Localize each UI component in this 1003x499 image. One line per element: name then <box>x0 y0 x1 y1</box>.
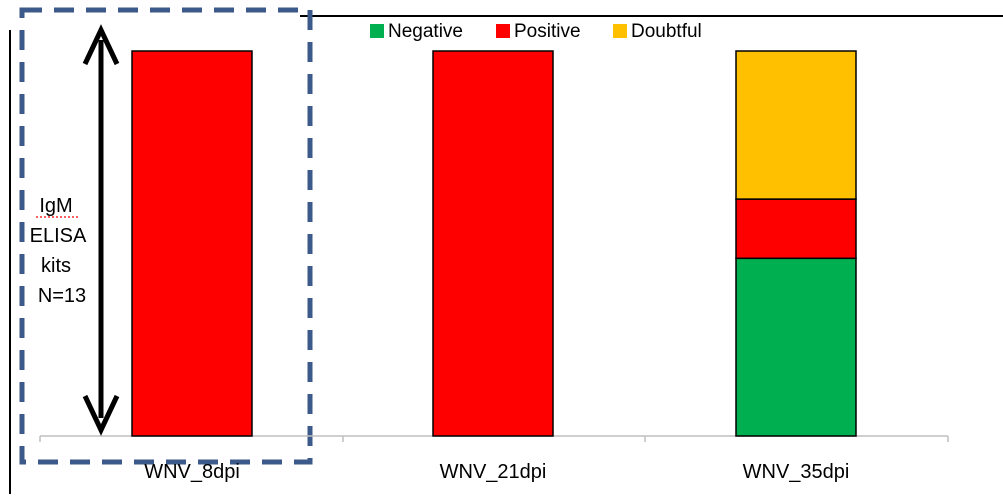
annotation-line-3: kits <box>41 255 71 277</box>
legend-swatch-negative <box>370 24 384 38</box>
bar-negative-wnv_35dpi <box>735 257 857 437</box>
legend-label-negative: Negative <box>388 21 463 42</box>
x-tick-label: WNV_21dpi <box>440 461 547 483</box>
x-tick-labels: WNV_8dpi WNV_21dpi WNV_35dpi <box>144 461 849 483</box>
bars-layer <box>131 50 857 437</box>
legend-swatch-doubtful <box>613 24 627 38</box>
legend-label-positive: Positive <box>514 21 581 42</box>
double-arrow-icon <box>82 24 120 436</box>
x-tick-label: WNV_35dpi <box>743 461 850 483</box>
bar-positive-wnv_21dpi <box>432 50 554 437</box>
highlight-dashed-box <box>19 7 313 465</box>
legend-label-doubtful: Doubtful <box>631 21 702 42</box>
x-tick-label: WNV_8dpi <box>144 461 240 483</box>
bar-positive-wnv_35dpi <box>735 198 857 260</box>
legend-swatch-positive <box>496 24 510 38</box>
annotation-line-2: ELISA <box>30 225 87 247</box>
bar-positive-wnv_8dpi <box>131 50 253 437</box>
annotation-line-4: N=13 <box>38 285 86 307</box>
legend: Negative Positive Doubtful <box>370 21 702 42</box>
annotation-line-1: IgM <box>39 195 72 217</box>
annotation-background <box>26 182 96 322</box>
bar-doubtful-wnv_35dpi <box>735 50 857 200</box>
